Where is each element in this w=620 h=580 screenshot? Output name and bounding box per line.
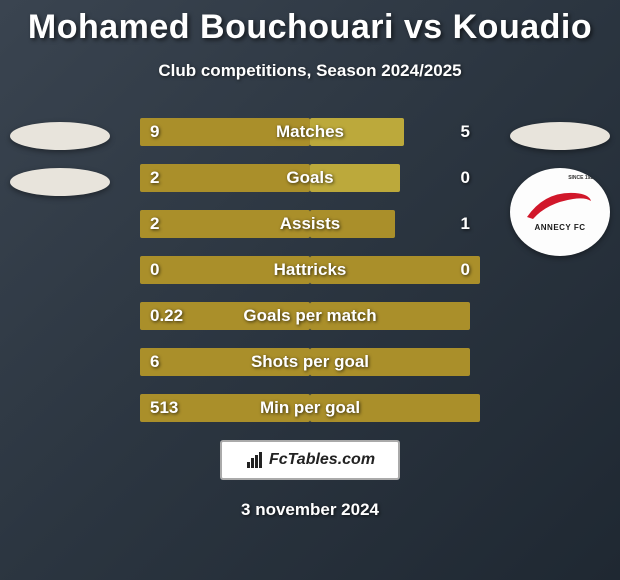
left-value: 6 bbox=[150, 348, 159, 376]
chart-bars-icon bbox=[245, 450, 265, 470]
left-value: 2 bbox=[150, 164, 159, 192]
right-value: 0 bbox=[461, 256, 470, 284]
subtitle: Club competitions, Season 2024/2025 bbox=[0, 61, 620, 81]
left-bar bbox=[140, 164, 310, 192]
stat-row: 95Matches bbox=[0, 118, 620, 146]
brand-badge: FcTables.com bbox=[220, 440, 400, 480]
right-bar bbox=[310, 164, 400, 192]
right-bar bbox=[310, 302, 470, 330]
right-bar bbox=[310, 394, 480, 422]
brand-text: FcTables.com bbox=[269, 451, 375, 469]
left-value: 513 bbox=[150, 394, 178, 422]
right-value: 1 bbox=[461, 210, 470, 238]
stat-row: 6Shots per goal bbox=[0, 348, 620, 376]
left-value: 9 bbox=[150, 118, 159, 146]
page-title: Mohamed Bouchouari vs Kouadio bbox=[0, 0, 620, 47]
comparison-chart: 95Matches20Goals21Assists00Hattricks0.22… bbox=[0, 118, 620, 440]
stat-row: 513Min per goal bbox=[0, 394, 620, 422]
left-bar bbox=[140, 118, 310, 146]
right-bar bbox=[310, 256, 480, 284]
right-bar bbox=[310, 118, 404, 146]
stat-row: 0.22Goals per match bbox=[0, 302, 620, 330]
right-value: 5 bbox=[461, 118, 470, 146]
left-value: 2 bbox=[150, 210, 159, 238]
left-bar bbox=[140, 348, 310, 376]
left-value: 0 bbox=[150, 256, 159, 284]
right-value: 0 bbox=[461, 164, 470, 192]
stat-row: 21Assists bbox=[0, 210, 620, 238]
left-value: 0.22 bbox=[150, 302, 183, 330]
stat-row: 00Hattricks bbox=[0, 256, 620, 284]
right-bar bbox=[310, 210, 395, 238]
left-bar bbox=[140, 256, 310, 284]
stat-row: 20Goals bbox=[0, 164, 620, 192]
right-bar bbox=[310, 348, 470, 376]
footer-date: 3 november 2024 bbox=[0, 500, 620, 520]
left-bar bbox=[140, 210, 310, 238]
